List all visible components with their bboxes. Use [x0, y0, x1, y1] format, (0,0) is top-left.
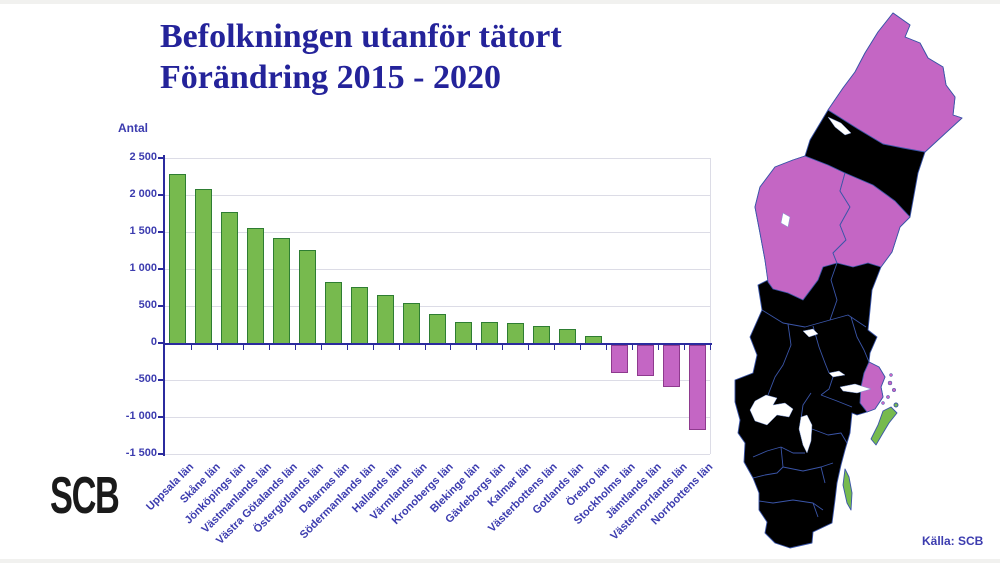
lake-vanern [749, 394, 794, 426]
y-tick-mark [158, 453, 163, 455]
y-tick-mark [158, 342, 163, 344]
gridline [165, 417, 710, 418]
y-tick-label: 1 500 [129, 225, 157, 237]
bar-Stockholms län [610, 345, 628, 374]
page-title-line2: Förändring 2015 - 2020 [160, 59, 501, 96]
bottom-frame-strip [0, 559, 1000, 563]
y-axis-line [163, 155, 165, 456]
y-tick-mark [158, 416, 163, 418]
y-tick-label: 1 000 [129, 262, 157, 274]
gotland-island [870, 406, 898, 446]
county-stockholm [859, 361, 886, 413]
lake-siljan [802, 328, 819, 338]
bar-Blekinge län [454, 322, 472, 344]
x-tick-mark [632, 345, 634, 350]
page-title: Befolkningen utanför tätort Förändring 2… [160, 16, 562, 98]
x-tick-mark [242, 345, 244, 350]
x-tick-mark [372, 345, 374, 350]
county-vasternorrland [832, 172, 911, 268]
y-tick-label: -500 [134, 373, 157, 385]
x-tick-mark [476, 345, 478, 350]
y-tick-label: 2 000 [129, 188, 157, 200]
top-frame-strip [0, 0, 1000, 4]
y-tick-label: 500 [138, 299, 157, 311]
bar-Södermanlands län [351, 286, 369, 344]
bar-Uppsala län [169, 174, 187, 344]
gridline [165, 454, 710, 455]
y-axis-title: Antal [118, 121, 148, 135]
gridline [165, 232, 710, 233]
bar-Västernorrlands län [662, 345, 680, 388]
scb-logo: SCB [50, 467, 120, 525]
lake-lule [827, 116, 852, 136]
x-tick-mark [502, 345, 504, 350]
source-credit: Källa: SCB [922, 534, 984, 548]
bar-Gotlands län [558, 329, 576, 344]
gridline [165, 195, 710, 196]
x-tick-mark [658, 345, 660, 350]
county-border-lines [752, 262, 870, 518]
lake-malaren [839, 383, 872, 394]
bar-Kalmar län [506, 323, 524, 344]
bar-Västra Götalands län [273, 237, 291, 344]
y-tick-mark [158, 379, 163, 381]
x-tick-mark [268, 345, 270, 350]
y-tick-mark [158, 231, 163, 233]
bar-Jämtlands län [636, 345, 654, 377]
bar-Västerbottens län [532, 325, 550, 344]
x-tick-mark [684, 345, 686, 350]
y-tick-mark [158, 305, 163, 307]
x-axis-zero-line [163, 343, 712, 345]
bar-Östergötlands län [299, 249, 317, 344]
bar-Hallands län [377, 294, 395, 344]
county-norrbotten [827, 12, 963, 153]
y-tick-label: -1 500 [125, 447, 157, 459]
lake-vattern [798, 414, 813, 454]
x-tick-mark [190, 345, 192, 350]
x-tick-mark [710, 345, 711, 350]
x-tick-mark [320, 345, 322, 350]
y-tick-mark [158, 157, 163, 159]
y-tick-mark [158, 194, 163, 196]
y-tick-label: 0 [150, 336, 157, 348]
sweden-county-map [734, 12, 963, 549]
x-tick-mark [554, 345, 556, 350]
x-tick-mark [398, 345, 400, 350]
faro-island [893, 402, 899, 408]
x-tick-mark [528, 345, 530, 350]
x-tick-mark [346, 345, 348, 350]
stockholm-archipelago [881, 373, 897, 405]
gridline [165, 306, 710, 307]
y-tick-label: -1 000 [125, 410, 157, 422]
y-tick-mark [158, 268, 163, 270]
bar-Dalarnas län [325, 282, 343, 344]
oland-island [842, 468, 853, 511]
bar-Kronobergs län [429, 314, 446, 344]
x-tick-mark [294, 345, 296, 350]
x-tick-mark [424, 345, 426, 350]
x-tick-mark [450, 345, 452, 350]
page-title-line1: Befolkningen utanför tätort [160, 18, 562, 55]
bar-Skåne län [195, 189, 213, 344]
x-tick-mark [606, 345, 608, 350]
gridline [165, 158, 710, 159]
lake-hjalmaren [828, 370, 846, 378]
bar-Västmanlands län [247, 228, 265, 344]
lake-storsjon [780, 212, 791, 228]
y-tick-label: 2 500 [129, 151, 157, 163]
bar-Jönköpings län [221, 212, 239, 344]
plot-right-border [710, 158, 711, 454]
gridline [165, 269, 710, 270]
gridline [165, 380, 710, 381]
bar-Gävleborgs län [480, 322, 498, 344]
bar-Norrbottens län [688, 345, 706, 431]
x-tick-mark [216, 345, 218, 350]
bar-Värmlands län [403, 303, 421, 344]
x-tick-mark [580, 345, 582, 350]
bar-chart-plot-area: 2 500 2 000 1 500 1 000 500 0 -500 -1 000 -1 500… [126, 151, 716, 547]
